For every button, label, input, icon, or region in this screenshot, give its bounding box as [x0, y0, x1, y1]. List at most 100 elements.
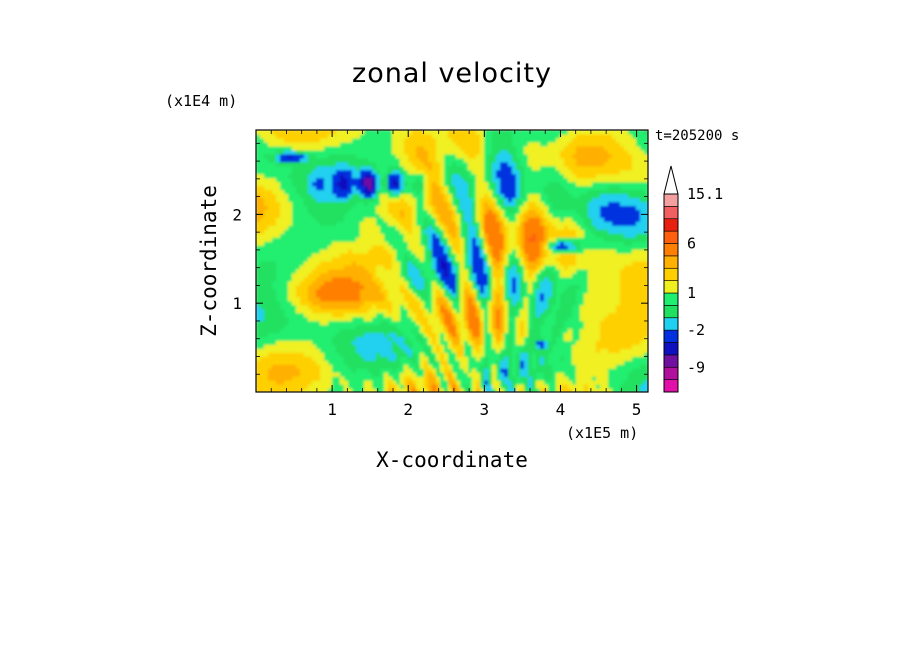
heatmap-cell	[272, 261, 277, 266]
heatmap-cell	[484, 328, 489, 334]
heatmap-cell	[408, 141, 413, 147]
heatmap-cell	[456, 257, 461, 262]
heatmap-cell	[480, 384, 485, 389]
heatmap-cell	[548, 197, 553, 203]
heatmap-cell	[348, 352, 353, 357]
heatmap-cell	[516, 173, 521, 179]
heatmap-cell	[484, 249, 489, 254]
heatmap-cell	[528, 364, 533, 369]
heatmap-cell	[376, 308, 381, 314]
heatmap-cell	[504, 272, 509, 278]
heatmap-cell	[288, 157, 293, 163]
heatmap-cell	[272, 130, 277, 135]
heatmap-cell	[352, 181, 357, 187]
heatmap-cell	[304, 284, 309, 290]
heatmap-cell	[288, 253, 293, 258]
heatmap-cell	[276, 276, 281, 282]
heatmap-cell	[556, 328, 561, 334]
heatmap-cell	[448, 145, 453, 151]
heatmap-cell	[272, 209, 277, 214]
heatmap-cell	[396, 364, 401, 369]
heatmap-cell	[440, 165, 445, 171]
heatmap-cell	[548, 284, 553, 290]
heatmap-cell	[464, 384, 469, 389]
heatmap-cell	[492, 141, 497, 147]
heatmap-cell	[360, 308, 365, 314]
heatmap-cell	[356, 280, 361, 286]
heatmap-cell	[472, 193, 477, 199]
heatmap-cell	[348, 257, 353, 262]
heatmap-cell	[484, 225, 489, 230]
heatmap-cell	[520, 320, 525, 326]
heatmap-cell	[536, 276, 541, 282]
heatmap-cell	[284, 360, 289, 365]
heatmap-cell	[368, 320, 373, 326]
heatmap-cell	[432, 360, 437, 365]
heatmap-cell	[400, 332, 405, 338]
heatmap-cell	[548, 213, 553, 218]
heatmap-cell	[520, 137, 525, 143]
heatmap-cell	[304, 264, 309, 270]
heatmap-cell	[440, 173, 445, 179]
heatmap-cell	[468, 292, 473, 298]
heatmap-cell	[424, 161, 429, 167]
heatmap-cell	[304, 376, 309, 381]
heatmap-cell	[488, 181, 493, 187]
heatmap-cell	[268, 161, 273, 167]
heatmap-cell	[296, 153, 301, 159]
heatmap-cell	[476, 185, 481, 191]
heatmap-cell	[528, 376, 533, 381]
heatmap-cell	[508, 280, 513, 286]
heatmap-cell	[460, 388, 465, 392]
heatmap-cell	[356, 241, 361, 246]
heatmap-cell	[260, 360, 265, 365]
heatmap-cell	[496, 141, 501, 147]
heatmap-cell	[364, 284, 369, 290]
heatmap-cell	[304, 261, 309, 266]
heatmap-cell	[492, 149, 497, 155]
heatmap-cell	[352, 388, 357, 392]
heatmap-cell	[552, 197, 557, 203]
heatmap-cell	[312, 328, 317, 334]
heatmap-cell	[540, 257, 545, 262]
heatmap-cell	[284, 316, 289, 322]
heatmap-cell	[368, 261, 373, 266]
heatmap-cell	[408, 376, 413, 381]
heatmap-cell	[440, 141, 445, 147]
heatmap-cell	[288, 288, 293, 294]
heatmap-cell	[280, 292, 285, 298]
heatmap-cell	[388, 280, 393, 286]
heatmap-cell	[500, 272, 505, 278]
heatmap-cell	[376, 372, 381, 377]
heatmap-cell	[520, 237, 525, 242]
heatmap-cell	[312, 340, 317, 345]
heatmap-cell	[528, 276, 533, 282]
heatmap-cell	[348, 360, 353, 365]
heatmap-cell	[384, 320, 389, 326]
heatmap-cell	[540, 225, 545, 230]
heatmap-cell	[452, 197, 457, 203]
heatmap-cell	[340, 133, 345, 139]
heatmap-cell	[328, 209, 333, 214]
heatmap-cell	[436, 253, 441, 258]
heatmap-cell	[348, 344, 353, 349]
heatmap-cell	[484, 169, 489, 175]
heatmap-cell	[308, 344, 313, 349]
heatmap-cell	[312, 280, 317, 286]
heatmap-cell	[524, 344, 529, 349]
heatmap-cell	[272, 169, 277, 175]
heatmap-cell	[276, 312, 281, 318]
heatmap-cell	[440, 137, 445, 143]
heatmap-cell	[376, 352, 381, 357]
heatmap-cell	[492, 328, 497, 334]
heatmap-cell	[416, 257, 421, 262]
heatmap-cell	[468, 177, 473, 183]
heatmap-cell	[332, 352, 337, 357]
heatmap-cell	[260, 213, 265, 218]
heatmap-cell	[548, 324, 553, 330]
heatmap-cell	[292, 209, 297, 214]
heatmap-cell	[284, 280, 289, 286]
heatmap-cell	[508, 130, 513, 135]
heatmap-cell	[520, 368, 525, 373]
heatmap-cell	[428, 153, 433, 159]
